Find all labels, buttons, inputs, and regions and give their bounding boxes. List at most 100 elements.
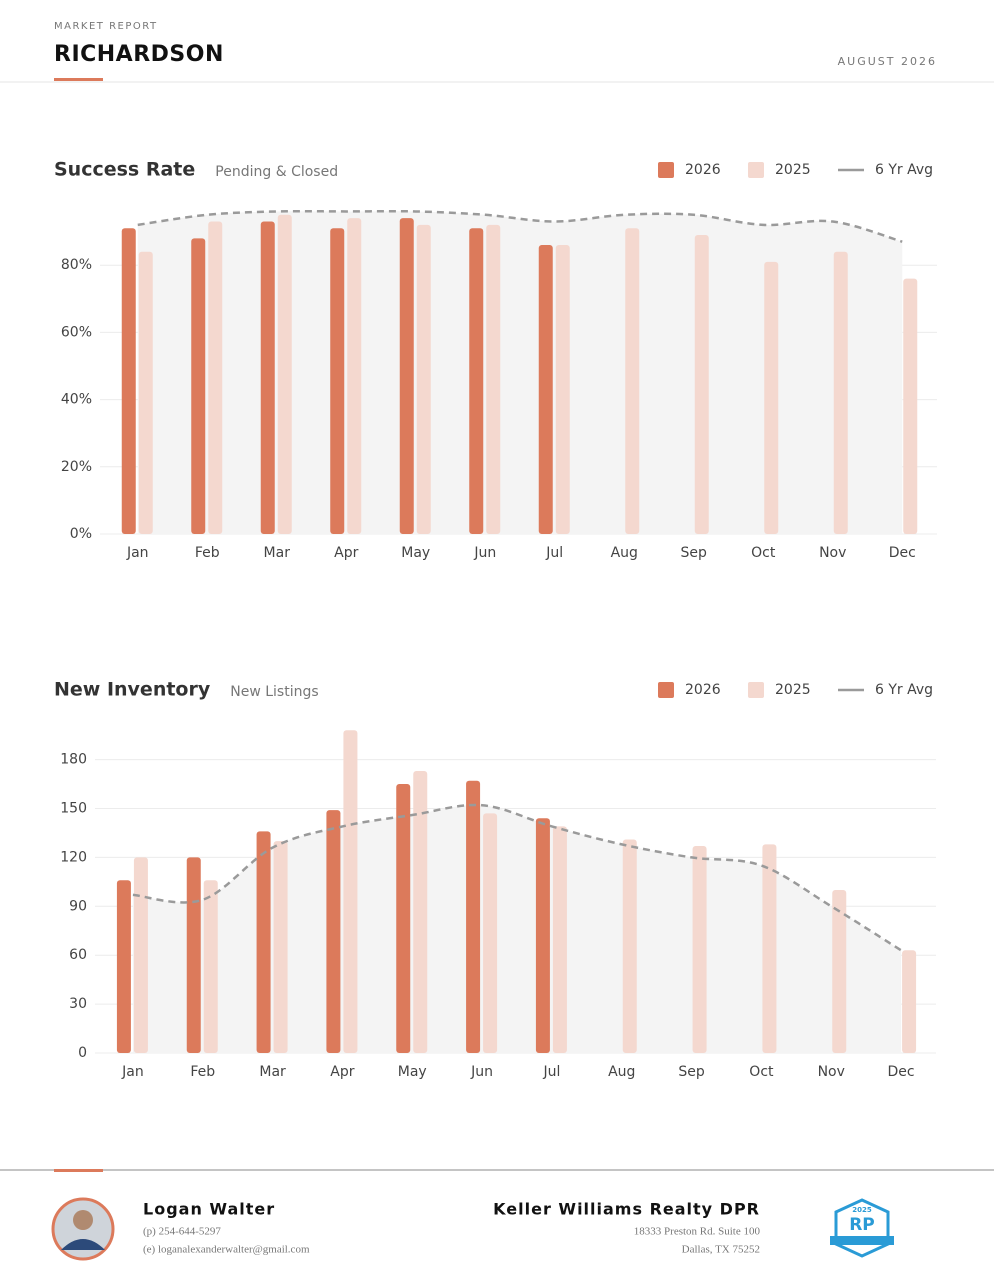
x-tick-label: Jul: [545, 545, 563, 561]
bar: [116, 880, 131, 1053]
legend-label: 2025: [775, 162, 811, 178]
bar: [208, 221, 223, 534]
page-title: RICHARDSON: [54, 42, 224, 67]
bar: [694, 234, 709, 534]
x-tick-label: Jan: [121, 1064, 144, 1080]
kicker: MARKET REPORT: [54, 21, 158, 32]
legend-label: 2025: [775, 682, 811, 698]
y-tick-label: 0: [78, 1045, 87, 1061]
x-tick-label: May: [398, 1064, 427, 1080]
x-tick-label: Oct: [751, 545, 776, 561]
report-date: AUGUST 2026: [838, 55, 937, 68]
x-tick-label: Sep: [681, 545, 708, 561]
agent-email: (e) loganalexanderwalter@gmail.com: [143, 1244, 310, 1256]
x-tick-label: Nov: [818, 1064, 845, 1080]
legend-label: 2026: [685, 682, 721, 698]
bar: [486, 224, 501, 534]
bar: [538, 245, 553, 535]
bar: [555, 245, 570, 535]
x-tick-label: Nov: [819, 545, 846, 561]
legend-swatch: [748, 162, 764, 178]
agent-photo: [51, 1197, 115, 1261]
bar: [535, 818, 550, 1053]
legend-swatch: [658, 162, 674, 178]
bar: [762, 844, 777, 1053]
bar: [764, 261, 779, 534]
bar: [399, 218, 414, 534]
x-tick-label: Mar: [264, 545, 291, 561]
bar: [277, 214, 292, 535]
badge-text: RP: [849, 1215, 875, 1235]
x-tick-label: Feb: [195, 545, 220, 561]
x-tick-label: Dec: [888, 1064, 915, 1080]
bar: [347, 218, 362, 534]
legend-swatch: [658, 682, 674, 698]
bar: [273, 841, 288, 1053]
x-tick-label: Mar: [259, 1064, 286, 1080]
bar: [832, 890, 847, 1053]
footer-accent: [54, 1169, 103, 1172]
address-line: Dallas, TX 75252: [682, 1244, 760, 1256]
bar: [260, 221, 275, 534]
bar: [256, 831, 271, 1053]
x-tick-label: Apr: [334, 545, 358, 561]
chart-subtitle: Pending & Closed: [215, 164, 338, 180]
bar: [902, 950, 917, 1053]
badge: 2025 RP: [830, 1198, 894, 1258]
avg-line: [137, 209, 903, 243]
bar: [186, 857, 201, 1053]
address-line: 18333 Preston Rd. Suite 100: [634, 1226, 761, 1238]
x-tick-label: Jun: [473, 545, 496, 561]
bar: [692, 845, 707, 1053]
y-tick-label: 40%: [61, 392, 92, 408]
bar: [133, 857, 148, 1053]
avg-area: [137, 211, 903, 535]
bar: [326, 810, 341, 1053]
y-tick-label: 30: [69, 996, 87, 1012]
company-name: Keller Williams Realty DPR: [493, 1200, 760, 1219]
x-tick-label: Feb: [190, 1064, 215, 1080]
bar: [469, 228, 484, 535]
x-tick-label: Jan: [126, 545, 149, 561]
bar: [396, 784, 411, 1053]
y-tick-label: 60%: [61, 324, 92, 340]
y-tick-label: 60: [69, 947, 87, 963]
chart-title: Success Rate: [54, 159, 195, 181]
agent-name: Logan Walter: [143, 1200, 275, 1219]
legend-label: 2026: [685, 162, 721, 178]
header-accent: [54, 78, 103, 81]
bar: [121, 228, 136, 535]
bar: [466, 780, 481, 1053]
bar: [203, 880, 218, 1053]
y-tick-label: 90: [69, 898, 87, 914]
x-tick-label: May: [401, 545, 430, 561]
agent-phone: (p) 254-644-5297: [143, 1226, 221, 1238]
x-tick-label: Jul: [542, 1064, 560, 1080]
bar: [191, 238, 206, 534]
x-tick-label: Sep: [678, 1064, 705, 1080]
x-tick-label: Aug: [611, 545, 638, 561]
legend-label: 6 Yr Avg: [875, 682, 933, 698]
bar: [330, 228, 345, 535]
x-tick-label: Oct: [749, 1064, 774, 1080]
y-tick-label: 180: [60, 752, 87, 768]
y-tick-label: 20%: [61, 459, 92, 475]
x-tick-label: Aug: [608, 1064, 635, 1080]
bar: [138, 251, 153, 534]
bar: [552, 826, 567, 1053]
x-tick-label: Jun: [470, 1064, 493, 1080]
x-tick-label: Dec: [889, 545, 916, 561]
avg-area: [132, 804, 902, 1053]
bar: [413, 771, 428, 1053]
chart-subtitle: New Listings: [230, 684, 318, 700]
legend-swatch: [748, 682, 764, 698]
bar: [622, 839, 637, 1053]
bar: [483, 813, 498, 1053]
y-tick-label: 120: [60, 849, 87, 865]
chart-title: New Inventory: [54, 679, 211, 701]
x-tick-label: Apr: [330, 1064, 354, 1080]
bar: [416, 224, 431, 534]
y-tick-label: 0%: [70, 526, 92, 542]
legend-label: 6 Yr Avg: [875, 162, 933, 178]
